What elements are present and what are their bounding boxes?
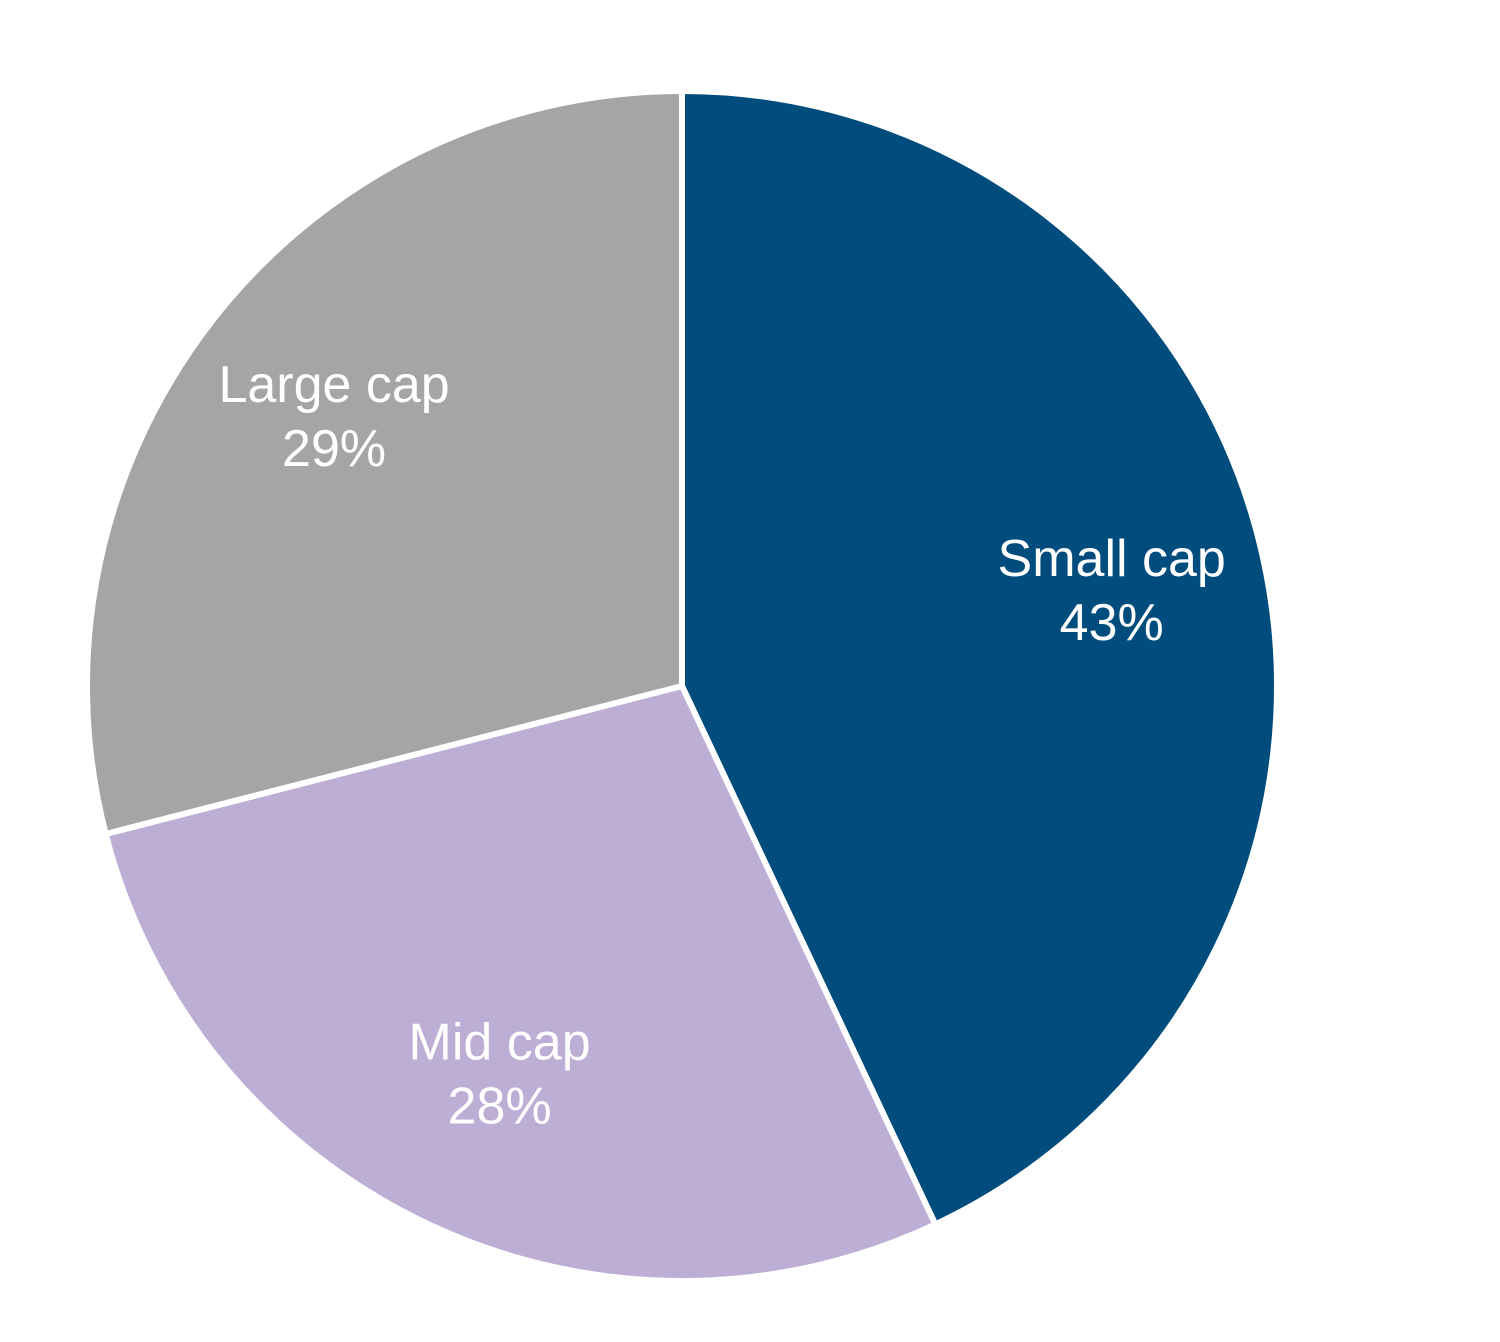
pie-slices xyxy=(84,87,1280,1284)
slice-label-large-cap: Large cap xyxy=(218,356,449,414)
slice-value-small-cap: 43% xyxy=(1060,594,1164,652)
slice-value-large-cap: 29% xyxy=(282,420,386,478)
slice-value-mid-cap: 28% xyxy=(448,1078,552,1136)
pie-slice-small-cap xyxy=(679,87,1280,1229)
slice-label-mid-cap: Mid cap xyxy=(409,1014,591,1072)
pie-slice-large-cap xyxy=(84,87,685,838)
pie-slice-mid-cap xyxy=(102,682,940,1284)
pie-labels: Small cap 43% Mid cap 28% Large cap 29% xyxy=(218,356,1225,1135)
slice-label-small-cap: Small cap xyxy=(998,530,1226,588)
